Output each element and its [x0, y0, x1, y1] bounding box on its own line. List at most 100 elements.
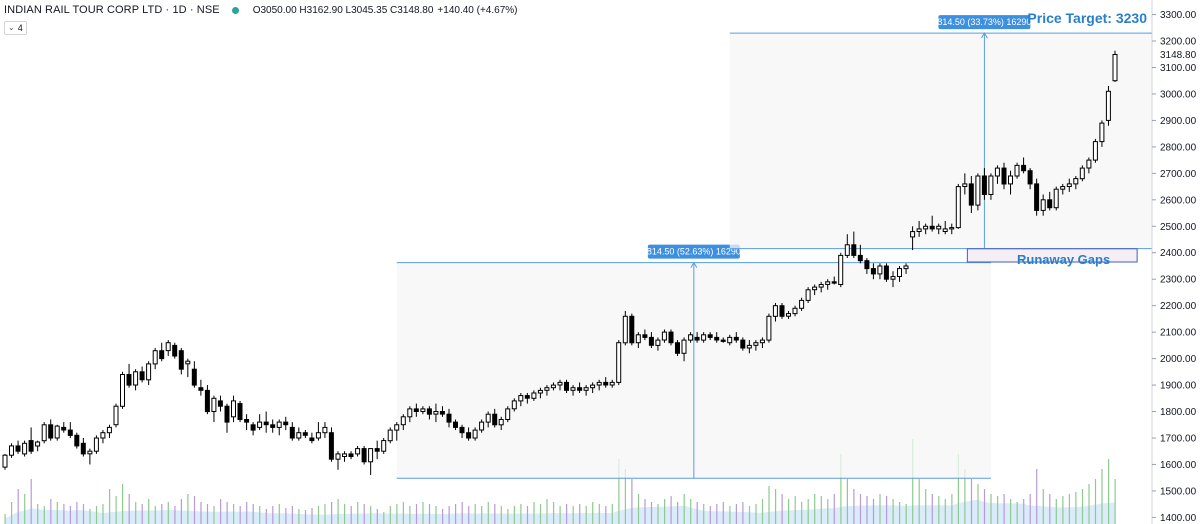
candle-body: [877, 265, 883, 275]
volume-bar: [846, 479, 848, 524]
symbol-title[interactable]: INDIAN RAIL TOUR CORP LTD · 1D · NSE: [4, 4, 220, 16]
volume-bar: [546, 499, 548, 524]
candle-body: [805, 289, 811, 301]
volume-bar: [1108, 459, 1110, 524]
volume-bar: [428, 504, 431, 524]
candle-body: [172, 344, 178, 357]
measure-label-bg-1: [647, 244, 740, 259]
candle-body: [786, 313, 791, 317]
candle-body: [759, 339, 765, 344]
candle-body: [61, 426, 67, 431]
volume-bar: [102, 504, 104, 524]
candle-body: [120, 374, 125, 407]
volume-bar: [285, 508, 287, 524]
candle-body: [420, 408, 426, 412]
volume-bar: [970, 479, 973, 524]
volume-bar: [481, 506, 483, 524]
candle-body: [67, 429, 73, 436]
volume-bar: [775, 489, 777, 524]
candle-body: [1060, 186, 1066, 190]
volume-bar: [872, 499, 875, 524]
price-tick-label: 1700.00: [1160, 433, 1197, 444]
candle-body: [838, 254, 844, 285]
volume-bar: [820, 496, 822, 524]
volume-bar: [122, 484, 124, 524]
volume-area-layer: [5, 499, 1115, 524]
candle-body: [870, 268, 876, 275]
volume-average-area: [5, 499, 1115, 524]
candle-body: [257, 421, 263, 428]
volume-bar: [539, 504, 542, 524]
price-tick-label: 1400.00: [1160, 513, 1197, 524]
volume-bar: [317, 506, 320, 524]
candle-body: [707, 334, 713, 338]
candle-body: [263, 421, 269, 426]
volume-bar: [461, 502, 463, 524]
volume-bar: [1003, 494, 1005, 524]
volume-bar: [761, 499, 764, 524]
volume-bar: [1094, 479, 1097, 524]
candle-body: [681, 339, 687, 354]
volume-bar: [468, 506, 470, 524]
candle-body: [100, 432, 106, 439]
volume-bar: [128, 494, 130, 524]
candle-body: [792, 307, 798, 315]
candle-body: [165, 342, 171, 352]
candle-body: [1073, 178, 1079, 185]
price-axis-bg: [1152, 0, 1200, 524]
change-readout: +140.40 (+4.67%): [437, 4, 518, 16]
candle-body: [616, 342, 622, 383]
candle-body: [936, 225, 942, 230]
volume-bar: [422, 502, 424, 524]
candle-body: [942, 228, 948, 232]
candle-body: [368, 448, 374, 463]
candle-body: [740, 339, 746, 349]
volume-bar: [905, 504, 907, 524]
volume-bar: [389, 506, 391, 524]
volume-bar: [938, 496, 940, 524]
candle-body: [537, 389, 543, 394]
candle-body: [779, 305, 785, 317]
price-tick-label: 3000.00: [1160, 89, 1197, 100]
volume-bar: [912, 439, 914, 524]
candle-body: [231, 400, 236, 418]
candle-body: [1105, 90, 1111, 121]
price-tick-label: 2100.00: [1160, 328, 1197, 339]
candle-body: [694, 336, 700, 341]
volume-bar: [840, 454, 842, 524]
volume-bar: [344, 504, 346, 524]
price-axis[interactable]: 1400.00 1500.00 1600.00 1700.00 1800.00 1900.…: [1151, 0, 1200, 524]
volume-bar: [670, 496, 672, 524]
candle-body: [146, 363, 152, 381]
volume-bar: [748, 506, 751, 524]
candle-body: [864, 260, 870, 270]
volume-bar: [833, 494, 835, 524]
candle-body: [746, 344, 752, 349]
candle-body: [9, 445, 14, 456]
volume-bar: [1055, 499, 1057, 524]
candle-body: [857, 254, 863, 262]
volume-bar: [729, 506, 731, 524]
volume-bar: [859, 494, 862, 524]
candle-body: [296, 432, 302, 439]
volume-bar: [24, 494, 26, 524]
candle-body: [524, 395, 530, 399]
runaway-gaps-label: Runaway Gaps: [1017, 252, 1110, 267]
candle-body: [48, 424, 54, 439]
candle-body: [994, 167, 1000, 177]
candle-body: [1086, 159, 1092, 169]
candle-body: [139, 371, 145, 381]
candle-body: [113, 405, 119, 426]
candle-body: [433, 411, 439, 415]
candle-body: [772, 305, 778, 317]
volume-bar: [664, 499, 666, 524]
candle-body: [381, 440, 387, 452]
volume-bar: [1068, 494, 1070, 524]
candle-body: [688, 334, 694, 341]
indicator-collapse-button[interactable]: ⌄ 4: [4, 21, 27, 35]
volume-bar: [657, 504, 659, 524]
candle-body: [348, 453, 354, 457]
candle-body: [890, 276, 896, 280]
candle-body: [22, 442, 28, 455]
